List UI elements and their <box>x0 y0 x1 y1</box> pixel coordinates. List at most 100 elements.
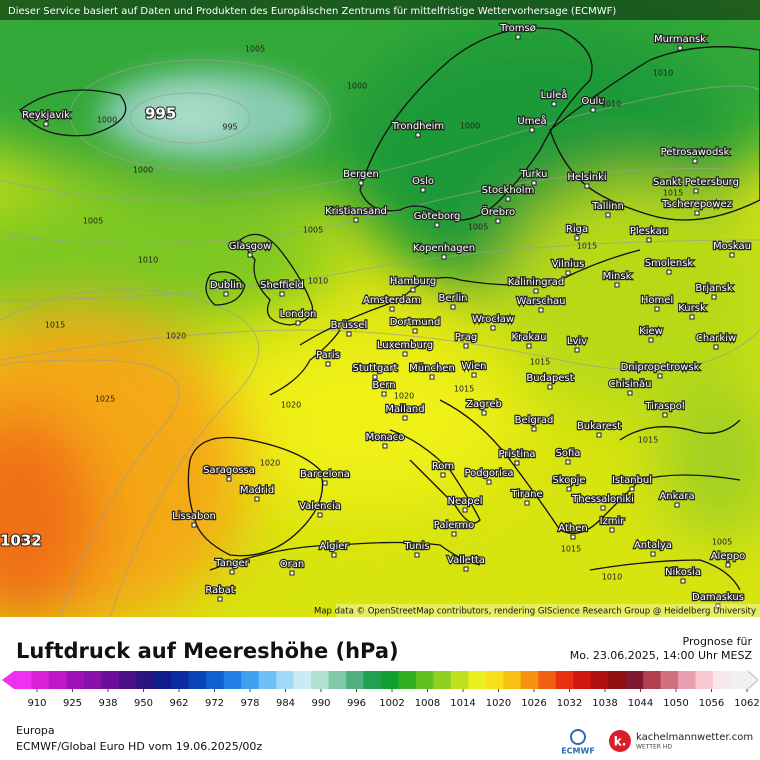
city-dot <box>654 306 660 312</box>
city-dot <box>666 269 672 275</box>
city-dot <box>486 479 492 485</box>
city-dot <box>191 522 197 528</box>
city-dot <box>402 351 408 357</box>
colorbar-segment <box>555 671 574 689</box>
city-label: Algier <box>319 541 349 552</box>
colorbar-tick-label: 962 <box>169 698 188 709</box>
colorbar-arrow-left <box>2 671 14 689</box>
kachelmann-logo <box>609 730 631 752</box>
isobar-label: 1010 <box>602 573 622 582</box>
colorbar-segment <box>695 671 714 689</box>
city-dot <box>389 306 395 312</box>
city-label: Smolensk <box>645 258 694 269</box>
colorbar-segment <box>171 671 190 689</box>
city-label: Glasgow <box>229 241 272 252</box>
colorbar-segment <box>381 671 399 689</box>
forecast-time: Mo. 23.06.2025, 14:00 Uhr MESZ <box>570 649 753 662</box>
colorbar-tick-label: 984 <box>276 698 295 709</box>
isobar-label: 1020 <box>281 401 301 410</box>
colorbar-segment <box>468 671 487 689</box>
city-dot <box>646 237 652 243</box>
city-dot <box>412 328 418 334</box>
colorbar-segment <box>14 671 32 689</box>
city-label: Kaliningrad <box>508 277 564 288</box>
isobar-label: 995 <box>222 123 237 132</box>
city-label: London <box>280 309 317 320</box>
city-dot <box>414 552 420 558</box>
colorbar-tick-label: 1002 <box>379 698 404 709</box>
city-dot <box>565 270 571 276</box>
isobar-label: 1020 <box>260 459 280 468</box>
city-dot <box>43 121 49 127</box>
model-run: ECMWF/Global Euro HD vom 19.06.2025/00z <box>16 740 262 753</box>
disclaimer: Dieser Service basiert auf Daten und Pro… <box>8 6 616 17</box>
header-bar <box>0 0 760 20</box>
isobar-label: 1005 <box>83 217 103 226</box>
isobar-label: 1020 <box>166 332 186 341</box>
city-dot <box>715 603 721 609</box>
city-label: Tiraspol <box>644 401 684 412</box>
colorbar-segment <box>660 671 679 689</box>
city-label: Athen <box>558 523 587 534</box>
kachelmann-logo-k: k. <box>614 735 627 749</box>
city-label: Riga <box>566 224 588 235</box>
brand: kachelmannwetter.com <box>636 732 753 743</box>
attribution-bg <box>336 604 760 617</box>
city-dot <box>692 158 698 164</box>
city-dot <box>440 472 446 478</box>
attribution: Map data © OpenStreetMap contributors, r… <box>314 607 756 617</box>
city-dot <box>450 304 456 310</box>
colorbar-tick-label: 910 <box>27 698 46 709</box>
city-label: Barcelona <box>300 469 350 480</box>
city-label: Stockholm <box>482 185 535 196</box>
colorbar-tick-label: 1014 <box>450 698 475 709</box>
colorbar-tick-label: 972 <box>205 698 224 709</box>
city-dot <box>429 374 435 380</box>
city-label: Minsk <box>603 271 632 282</box>
city-dot <box>657 373 663 379</box>
colorbar-segment <box>363 671 382 689</box>
city-label: Tromsø <box>499 23 536 34</box>
colorbar-segment <box>136 671 155 689</box>
city-label: Helsinki <box>567 172 606 183</box>
isobar-label: 1010 <box>138 256 158 265</box>
city-dot <box>402 415 408 421</box>
city-label: Oulu <box>581 96 604 107</box>
city-label: München <box>409 363 455 374</box>
city-label: Bern <box>372 380 395 391</box>
city-label: Damaskus <box>692 592 744 603</box>
city-dot <box>694 210 700 216</box>
city-dot <box>495 218 501 224</box>
city-label: Aleppo <box>711 551 746 562</box>
city-label: Pleskau <box>630 226 668 237</box>
city-dot <box>629 486 635 492</box>
isobar-label: 1015 <box>663 189 683 198</box>
map-title: Luftdruck auf Meereshöhe (hPa) <box>16 639 399 663</box>
city-dot <box>462 507 468 513</box>
colorbar-segment <box>31 671 50 689</box>
city-dot <box>680 578 686 584</box>
city-label: Lviv <box>567 336 587 347</box>
colorbar-segment <box>101 671 120 689</box>
isobar-label: 1005 <box>303 226 323 235</box>
city-label: Pristina <box>498 449 535 460</box>
city-label: Sofia <box>556 448 581 459</box>
city-label: Berlin <box>438 293 467 304</box>
colorbar-segment <box>258 671 277 689</box>
colorbar-tick-label: 996 <box>347 698 366 709</box>
colorbar-segment <box>66 671 85 689</box>
city-label: Belgrad <box>515 415 554 426</box>
city-label: Krakau <box>512 332 547 343</box>
colorbar-tick-label: 1032 <box>557 698 582 709</box>
city-dot <box>609 527 615 533</box>
city-dot <box>650 551 656 557</box>
map <box>0 0 760 617</box>
city-dot <box>358 180 364 186</box>
city-label: Tanger <box>214 558 249 569</box>
isobar-label: 1015 <box>45 321 65 330</box>
city-dot <box>471 372 477 378</box>
city-dot <box>531 426 537 432</box>
isobar-label: 1005 <box>468 223 488 232</box>
city-dot <box>381 391 387 397</box>
brand-sub: WETTER HD <box>636 744 672 751</box>
